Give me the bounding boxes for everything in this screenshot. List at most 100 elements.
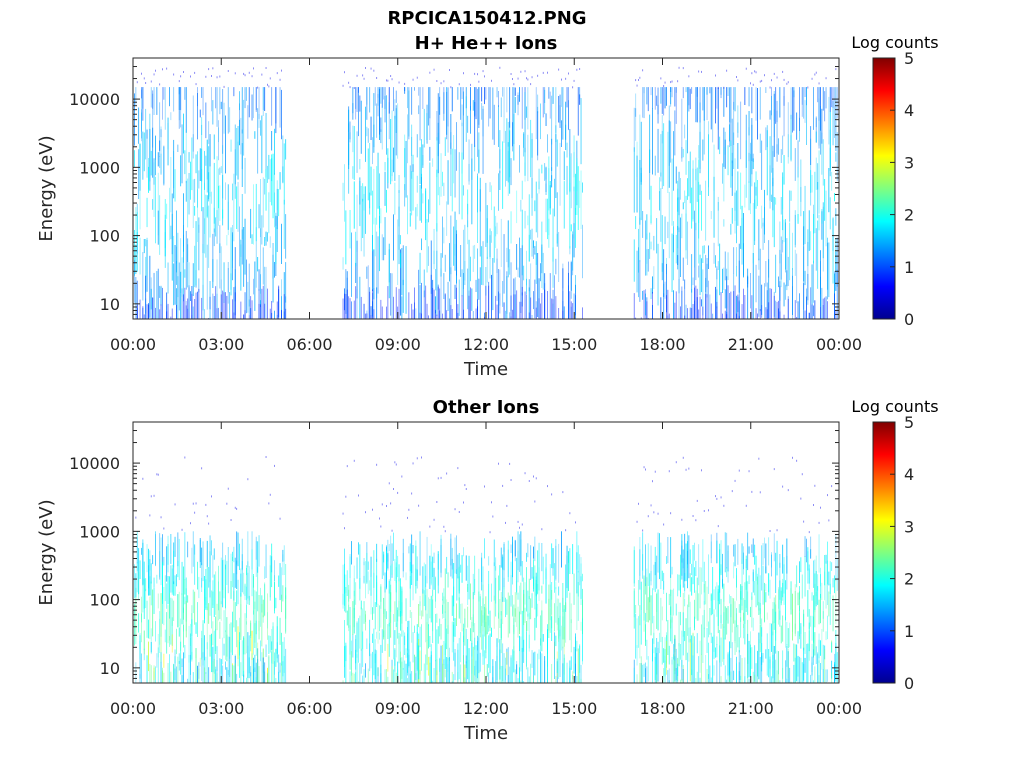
- spectrogram-streak: [505, 310, 506, 319]
- spectrogram-streak: [499, 599, 501, 628]
- spectrogram-streak: [426, 303, 428, 319]
- spectrogram-streak: [400, 611, 401, 631]
- spectrogram-streak: [633, 239, 635, 282]
- spectrogram-streak: [395, 108, 397, 133]
- spectrogram-dot: [738, 469, 740, 472]
- spectrogram-streak: [513, 604, 515, 635]
- spectrogram-streak: [204, 635, 205, 661]
- spectrogram-streak: [253, 657, 254, 683]
- spectrogram-dot: [268, 85, 270, 88]
- colorbar-tick-label: 1: [904, 622, 914, 641]
- spectrogram-dot: [541, 528, 543, 531]
- spectrogram-streak: [236, 620, 238, 648]
- spectrogram-dot: [715, 74, 716, 77]
- spectrogram-streak: [513, 650, 515, 673]
- spectrogram-streak: [457, 567, 459, 601]
- spectrogram-streak: [474, 623, 476, 650]
- spectrogram-streak: [813, 649, 814, 665]
- spectrogram-dot: [236, 507, 238, 510]
- spectrogram-streak: [678, 643, 680, 667]
- spectrogram-streak: [769, 579, 771, 599]
- spectrogram-streak: [226, 235, 228, 246]
- spectrogram-streak: [162, 287, 163, 319]
- spectrogram-streak: [520, 248, 522, 313]
- spectrogram-streak: [478, 568, 480, 602]
- spectrogram-streak: [666, 263, 667, 313]
- spectrogram-streak: [703, 609, 705, 638]
- spectrogram-streak: [737, 171, 739, 226]
- spectrogram-streak: [180, 271, 182, 319]
- spectrogram-streak: [773, 680, 775, 683]
- spectrogram-streak: [512, 87, 513, 152]
- spectrogram-streak: [279, 563, 281, 601]
- spectrogram-dot: [519, 526, 520, 529]
- spectrogram-streak: [783, 314, 785, 319]
- spectrogram-streak: [360, 648, 362, 674]
- spectrogram-streak: [759, 309, 761, 319]
- spectrogram-streak: [192, 589, 194, 614]
- spectrogram-streak: [817, 220, 819, 289]
- spectrogram-streak: [519, 611, 520, 635]
- spectrogram-streak: [684, 279, 686, 319]
- spectrogram-streak: [271, 651, 273, 683]
- spectrogram-streak: [269, 565, 271, 598]
- spectrogram-dot: [478, 80, 480, 83]
- spectrogram-streak: [527, 590, 529, 617]
- spectrogram-dot: [653, 511, 655, 514]
- spectrogram-streak: [790, 588, 792, 615]
- spectrogram-streak: [733, 132, 735, 169]
- spectrogram-streak: [139, 640, 141, 679]
- spectrogram-streak: [391, 543, 393, 578]
- spectrogram-streak: [363, 558, 365, 566]
- spectrogram-streak: [422, 144, 424, 168]
- spectrogram-streak: [832, 217, 834, 251]
- spectrogram-streak: [402, 538, 404, 572]
- spectrogram-streak: [824, 649, 826, 683]
- spectrogram-streak: [836, 87, 838, 119]
- spectrogram-streak: [702, 245, 704, 263]
- spectrogram-streak: [689, 549, 691, 564]
- spectrogram-streak: [409, 165, 411, 212]
- spectrogram-streak: [142, 87, 144, 121]
- spectrogram-streak: [397, 607, 399, 639]
- spectrogram-streak: [733, 291, 735, 319]
- spectrogram-streak: [450, 305, 452, 319]
- spectrogram-streak: [142, 306, 144, 319]
- spectrogram-streak: [717, 589, 719, 601]
- spectrogram-streak: [677, 255, 679, 265]
- spectrogram-streak: [383, 598, 385, 640]
- spectrogram-streak: [689, 573, 691, 592]
- spectrogram-streak: [393, 669, 394, 683]
- spectrogram-streak: [514, 97, 516, 113]
- spectrogram-streak: [528, 634, 530, 649]
- spectrogram-streak: [640, 167, 642, 185]
- spectrogram-streak: [351, 232, 352, 297]
- spectrogram-dot: [416, 457, 418, 460]
- spectrogram-dot: [703, 510, 705, 512]
- spectrogram-streak: [780, 149, 782, 163]
- spectrogram-streak: [239, 642, 240, 656]
- spectrogram-streak: [797, 301, 799, 319]
- spectrogram-streak: [355, 582, 357, 605]
- spectrogram-streak: [827, 669, 828, 682]
- spectrogram-streak: [566, 142, 568, 158]
- spectrogram-streak: [496, 87, 498, 98]
- spectrogram-streak: [537, 253, 539, 317]
- spectrogram-streak: [351, 301, 352, 319]
- spectrogram-streak: [815, 157, 817, 190]
- spectrogram-streak: [786, 646, 788, 667]
- spectrogram-streak: [556, 606, 558, 625]
- spectrogram-streak: [404, 635, 406, 655]
- spectrogram-streak: [541, 244, 543, 274]
- spectrogram-dot: [449, 69, 450, 71]
- spectrogram-streak: [521, 610, 523, 653]
- spectrogram-streak: [432, 556, 434, 597]
- spectrogram-streak: [225, 555, 226, 570]
- spectrogram-streak: [149, 559, 151, 595]
- spectrogram-streak: [174, 245, 176, 305]
- spectrogram-streak: [701, 624, 702, 655]
- spectrogram-streak: [766, 130, 768, 196]
- spectrogram-streak: [425, 188, 427, 241]
- spectrogram-streak: [712, 313, 714, 319]
- spectrogram-dot: [444, 530, 446, 533]
